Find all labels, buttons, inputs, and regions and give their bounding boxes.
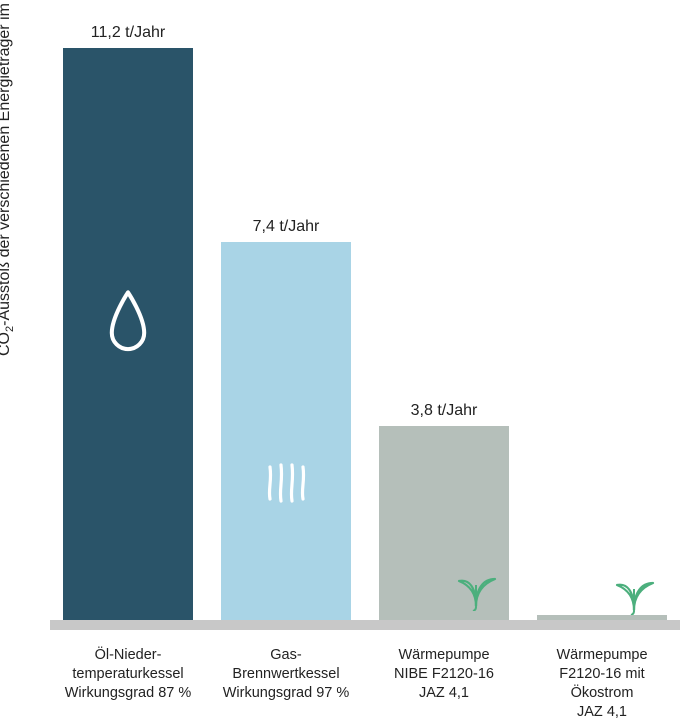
- x-axis-category-label: Gas-BrennwertkesselWirkungsgrad 97 %: [211, 646, 361, 703]
- bar-value-label: 11,2 t/Jahr: [63, 24, 193, 42]
- bar: [379, 426, 509, 620]
- x-axis-labels: Öl-Nieder-temperaturkesselWirkungsgrad 8…: [50, 640, 680, 712]
- x-axis-baseline: [50, 620, 680, 630]
- bar: [537, 615, 667, 620]
- bar: [221, 242, 351, 620]
- co2-bar-chart: CO2-Ausstoß der verschiedenen Energieträ…: [0, 0, 700, 712]
- bar-group: 11,2 t/Jahr: [63, 12, 193, 620]
- bar-group: [537, 12, 667, 620]
- leaf-icon: [609, 565, 659, 620]
- bar-value-label: 7,4 t/Jahr: [221, 218, 351, 236]
- bar-group: 7,4 t/Jahr: [221, 12, 351, 620]
- x-axis-category-label: Öl-Nieder-temperaturkesselWirkungsgrad 8…: [53, 646, 203, 703]
- x-axis-category-label: WärmepumpeNIBE F2120-16JAZ 4,1: [369, 646, 519, 703]
- y-axis-label: CO2-Ausstoß der verschiedenen Energieträ…: [0, 0, 16, 356]
- x-axis-category-label: WärmepumpeF2120-16 mit ÖkostromJAZ 4,1: [527, 646, 677, 721]
- bar-value-label: 3,8 t/Jahr: [379, 402, 509, 420]
- plot-area: 11,2 t/Jahr 7,4 t/Jahr 3,8 t/Jahr: [50, 12, 680, 630]
- bar: [63, 48, 193, 620]
- bar-group: 3,8 t/Jahr: [379, 12, 509, 620]
